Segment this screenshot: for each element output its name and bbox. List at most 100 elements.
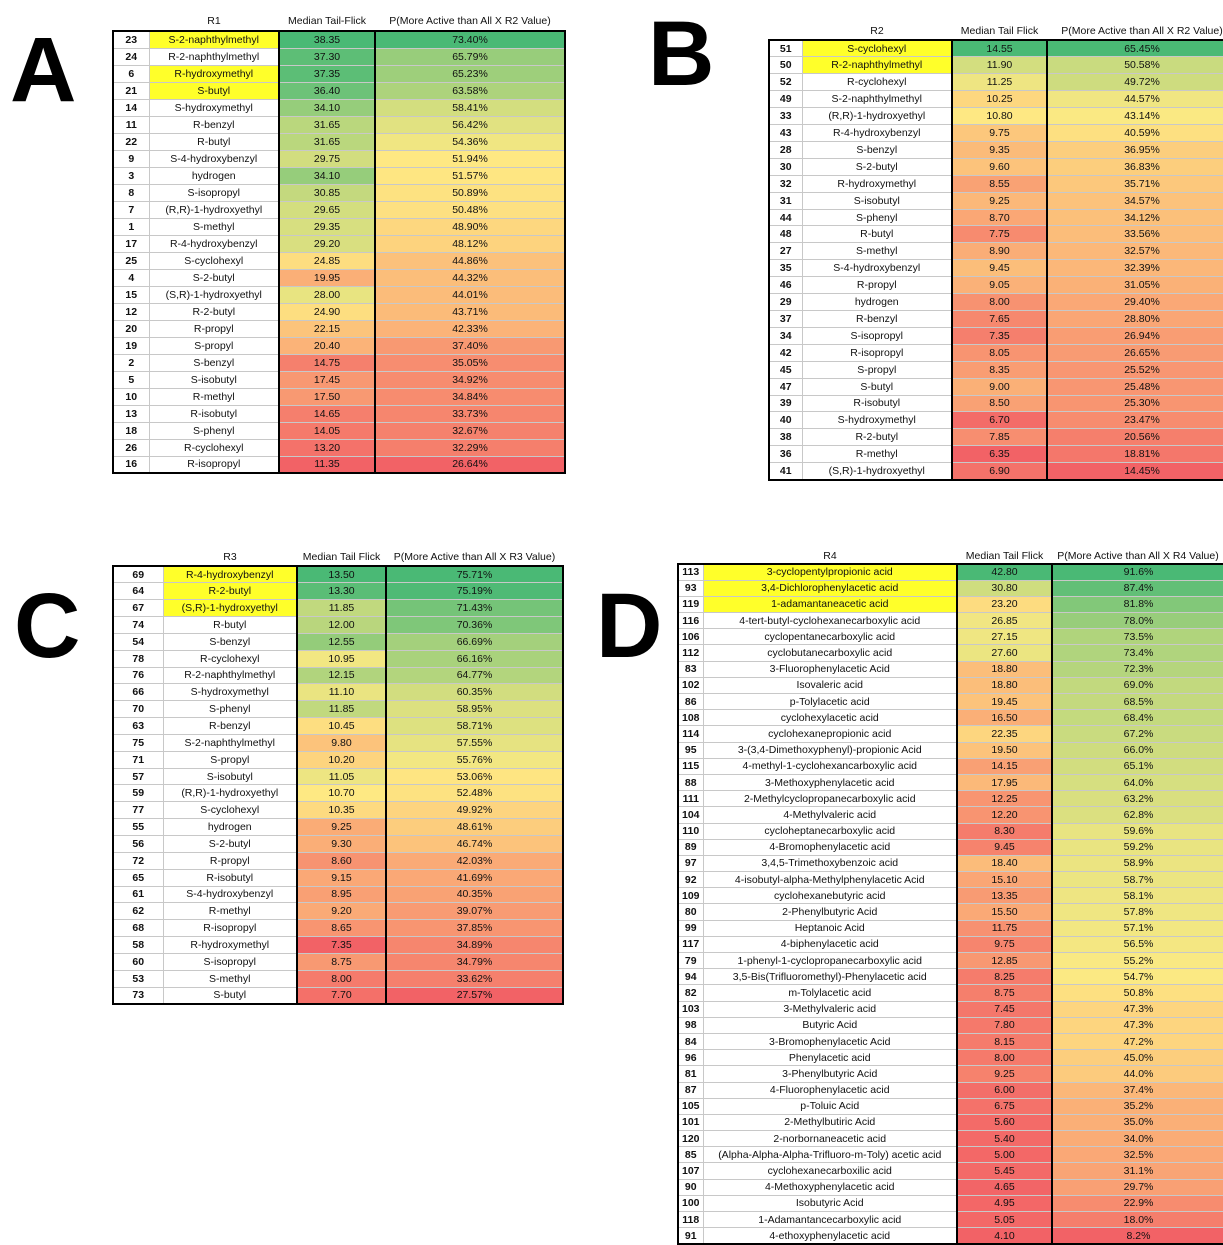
substituent-name: Phenylacetic acid bbox=[702, 1049, 957, 1067]
median-tail-flick: 6.35 bbox=[951, 445, 1048, 464]
header-median: Median Tail-Flick bbox=[279, 12, 375, 32]
probability-value: 63.58% bbox=[375, 82, 566, 100]
probability-value: 54.7% bbox=[1052, 968, 1223, 986]
median-tail-flick: 17.95 bbox=[956, 774, 1053, 792]
median-tail-flick: 9.25 bbox=[951, 192, 1048, 210]
compound-id: 10 bbox=[112, 388, 149, 406]
substituent-name: cycloheptanecarboxylic acid bbox=[702, 823, 957, 840]
table-row: 49 S-2-naphthylmethyl 10.25 44.57% bbox=[768, 90, 1223, 109]
substituent-name: R-4-hydroxybenzyl bbox=[162, 565, 297, 584]
substituent-name: S-phenyl bbox=[801, 209, 952, 227]
table-row: 85 (Alpha-Alpha-Alpha-Trifluoro-m-Toly) a… bbox=[677, 1146, 1223, 1164]
substituent-name: 3-Methylvaleric acid bbox=[702, 1001, 957, 1018]
substituent-name: R-methyl bbox=[148, 388, 279, 406]
probability-value: 53.06% bbox=[386, 768, 564, 786]
table-row: 48 R-butyl 7.75 33.56% bbox=[768, 225, 1223, 244]
compound-id: 86 bbox=[677, 693, 703, 711]
median-tail-flick: 27.60 bbox=[956, 644, 1053, 662]
substituent-name: R-cyclohexyl bbox=[148, 439, 279, 457]
table-row: 12 R-2-butyl 24.90 43.71% bbox=[112, 303, 566, 321]
substituent-name: R-methyl bbox=[162, 902, 297, 921]
substituent-name: S-hydroxymethyl bbox=[148, 99, 279, 117]
probability-value: 20.56% bbox=[1047, 428, 1223, 447]
substituent-name: Heptanoic Acid bbox=[702, 920, 957, 937]
substituent-name: S-benzyl bbox=[801, 141, 952, 159]
probability-value: 32.5% bbox=[1052, 1146, 1223, 1164]
substituent-name: (R,R)-1-hydroxyethyl bbox=[801, 107, 952, 126]
compound-id: 120 bbox=[677, 1130, 703, 1148]
substituent-name: 1-Adamantancecarboxylic acid bbox=[702, 1211, 957, 1229]
probability-value: 50.58% bbox=[1047, 56, 1223, 75]
median-tail-flick: 22.15 bbox=[278, 320, 376, 338]
substituent-name: 2-Phenylbutyric Acid bbox=[702, 903, 957, 921]
median-tail-flick: 12.20 bbox=[956, 806, 1053, 824]
substituent-name: 3,5-Bis(Trifluoromethyl)-Phenylacetic ac… bbox=[702, 968, 957, 986]
probability-value: 32.29% bbox=[375, 439, 566, 457]
probability-value: 66.0% bbox=[1052, 742, 1223, 759]
median-tail-flick: 9.60 bbox=[951, 158, 1048, 176]
probability-value: 65.1% bbox=[1052, 758, 1223, 775]
table-row: 79 1-phenyl-1-cyclopropanecarboxylic acid… bbox=[677, 952, 1223, 970]
probability-value: 59.6% bbox=[1052, 823, 1223, 840]
probability-value: 26.94% bbox=[1047, 327, 1223, 345]
table-row: 115 4-methyl-1-cyclohexancarboxylic acid 1… bbox=[677, 758, 1223, 775]
table-row: 16 R-isopropyl 11.35 26.64% bbox=[112, 456, 566, 474]
substituent-name: R-2-butyl bbox=[162, 582, 297, 601]
median-tail-flick: 8.15 bbox=[956, 1033, 1053, 1051]
compound-id: 5 bbox=[112, 371, 149, 389]
probability-value: 34.57% bbox=[1047, 192, 1223, 210]
substituent-name: R-benzyl bbox=[162, 717, 297, 735]
probability-value: 34.84% bbox=[375, 388, 566, 406]
table-row: 43 R-4-hydroxybenzyl 9.75 40.59% bbox=[768, 124, 1223, 142]
table-row: 120 2-norbornaneacetic acid 5.40 34.0% bbox=[677, 1130, 1223, 1148]
table-row: 6 R-hydroxymethyl 37.35 65.23% bbox=[112, 65, 566, 83]
table-row: 99 Heptanoic Acid 11.75 57.1% bbox=[677, 920, 1223, 937]
compound-id: 45 bbox=[768, 361, 802, 379]
median-tail-flick: 9.15 bbox=[296, 869, 387, 887]
probability-value: 87.4% bbox=[1052, 580, 1223, 597]
median-tail-flick: 24.90 bbox=[278, 303, 376, 321]
probability-value: 58.1% bbox=[1052, 887, 1223, 905]
median-tail-flick: 27.15 bbox=[956, 628, 1053, 646]
probability-value: 44.0% bbox=[1052, 1065, 1223, 1083]
table-row: 29 hydrogen 8.00 29.40% bbox=[768, 293, 1223, 311]
table-row: 60 S-isopropyl 8.75 34.79% bbox=[112, 953, 564, 971]
table-row: 1 S-methyl 29.35 48.90% bbox=[112, 218, 566, 236]
probability-value: 58.9% bbox=[1052, 855, 1223, 873]
substituent-name: 4-Bromophenylacetic acid bbox=[702, 839, 957, 856]
median-tail-flick: 8.60 bbox=[296, 852, 387, 870]
probability-value: 18.81% bbox=[1047, 445, 1223, 464]
substituent-name: R-2-butyl bbox=[148, 303, 279, 321]
table-r1: R1 Median Tail-Flick P(More Active than Al… bbox=[112, 12, 566, 474]
median-tail-flick: 42.80 bbox=[956, 562, 1053, 581]
median-tail-flick: 8.65 bbox=[296, 919, 387, 938]
substituent-name: 1-adamantaneacetic acid bbox=[702, 596, 957, 614]
median-tail-flick: 34.10 bbox=[278, 167, 376, 185]
compound-id: 88 bbox=[677, 774, 703, 792]
table-row: 19 S-propyl 20.40 37.40% bbox=[112, 337, 566, 355]
compound-id: 76 bbox=[112, 667, 163, 685]
table-row: 70 S-phenyl 11.85 58.95% bbox=[112, 700, 564, 719]
table-r4: R4 Median Tail Flick P(More Active than Al… bbox=[677, 548, 1223, 1245]
median-tail-flick: 9.00 bbox=[951, 378, 1048, 396]
median-tail-flick: 5.00 bbox=[956, 1146, 1053, 1164]
header-median: Median Tail Flick bbox=[957, 548, 1052, 565]
probability-value: 23.47% bbox=[1047, 411, 1223, 430]
table-row: 91 4-ethoxyphenylacetic acid 4.10 8.2% bbox=[677, 1227, 1223, 1245]
median-tail-flick: 5.45 bbox=[956, 1162, 1053, 1180]
substituent-name: cyclohexanepropionic acid bbox=[702, 725, 957, 743]
probability-value: 44.57% bbox=[1047, 90, 1223, 109]
probability-value: 54.36% bbox=[375, 133, 566, 151]
compound-id: 83 bbox=[677, 661, 703, 678]
compound-id: 118 bbox=[677, 1211, 703, 1229]
substituent-name: R-hydroxymethyl bbox=[801, 175, 952, 193]
compound-id: 91 bbox=[677, 1227, 703, 1245]
table-row: 11 R-benzyl 31.65 56.42% bbox=[112, 116, 566, 134]
table-row: 28 S-benzyl 9.35 36.95% bbox=[768, 141, 1223, 159]
table-row: 107 cyclohexanecarboxilic acid 5.45 31.1% bbox=[677, 1162, 1223, 1180]
compound-id: 17 bbox=[112, 235, 149, 253]
median-tail-flick: 11.85 bbox=[296, 700, 387, 719]
probability-value: 28.80% bbox=[1047, 310, 1223, 328]
compound-id: 8 bbox=[112, 184, 149, 202]
median-tail-flick: 9.30 bbox=[296, 835, 387, 853]
